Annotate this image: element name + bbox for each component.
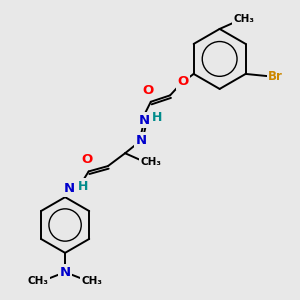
Text: CH₃: CH₃ [81, 276, 102, 286]
Text: N: N [136, 134, 147, 147]
Text: Br: Br [268, 70, 283, 83]
Text: O: O [177, 75, 189, 88]
Text: H: H [78, 180, 88, 193]
Text: N: N [64, 182, 75, 195]
Text: N: N [139, 113, 150, 127]
Text: N: N [59, 266, 71, 279]
Text: H: H [152, 111, 162, 124]
Text: CH₃: CH₃ [140, 157, 161, 167]
Text: CH₃: CH₃ [234, 14, 255, 24]
Text: O: O [142, 83, 153, 97]
Text: O: O [81, 153, 92, 166]
Text: CH₃: CH₃ [28, 276, 49, 286]
